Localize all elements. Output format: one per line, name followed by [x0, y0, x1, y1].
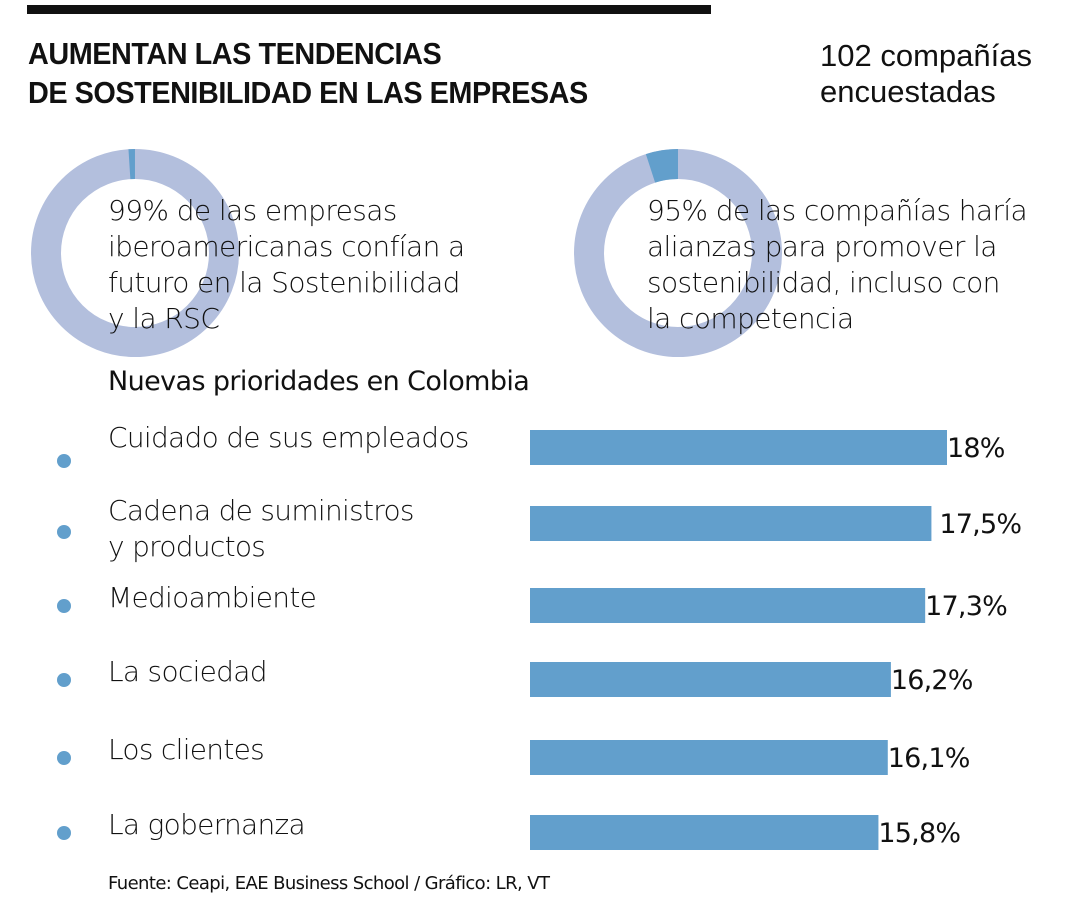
donut-track: [31, 149, 239, 357]
bullet-icon: [57, 525, 71, 539]
bar: [530, 815, 879, 850]
category-label-line: y productos: [108, 530, 266, 563]
bar: [530, 506, 932, 541]
donut-chart-alliances: [574, 149, 782, 357]
bar-value-label: 17,5%: [939, 509, 1022, 540]
caption-line: la competencia: [647, 302, 854, 335]
category-label-line: Los clientes: [108, 733, 265, 766]
category-label: Cadena de suministros y productos: [108, 493, 415, 565]
bullet-icon: [57, 826, 71, 840]
category-label: La gobernanza: [108, 807, 306, 843]
bullet-icon: [57, 454, 71, 468]
category-label-line: Cuidado de sus empleados: [108, 421, 469, 454]
source-note: Fuente: Ceapi, EAE Business School / Grá…: [108, 873, 550, 894]
donut-caption-trust: 99% de las empresas iberoamericanas conf…: [108, 193, 465, 337]
category-label-line: La gobernanza: [108, 808, 306, 841]
bar-value-label: 18%: [947, 433, 1005, 464]
top-rule: [27, 5, 711, 14]
category-label: Medioambiente: [108, 580, 317, 616]
bullet-icon: [57, 599, 71, 613]
title-line-2: DE SOSTENIBILIDAD EN LAS EMPRESAS: [28, 75, 588, 110]
donut-chart-trust: [31, 149, 239, 357]
donut-slice-remainder: [31, 149, 239, 357]
caption-line: futuro en la Sostenibilidad: [108, 266, 460, 299]
category-label-line: Cadena de suministros: [108, 494, 415, 527]
category-label: Cuidado de sus empleados: [108, 420, 469, 456]
caption-line: sostenibilidad, incluso con: [647, 266, 1000, 299]
title-line-1: AUMENTAN LAS TENDENCIAS: [28, 36, 442, 71]
category-label-line: Medioambiente: [108, 581, 317, 614]
bar: [530, 662, 891, 697]
bar-chart-title: Nuevas prioridades en Colombia: [108, 366, 530, 397]
donut-caption-alliances: 95% de las compañías haría alianzas para…: [647, 193, 1028, 337]
category-label: Los clientes: [108, 732, 265, 768]
caption-line: 95% de las compañías haría: [647, 194, 1028, 227]
surveyed-line-2: encuestadas: [820, 74, 996, 109]
caption-line: alianzas para promover la: [647, 230, 997, 263]
page-title: AUMENTAN LAS TENDENCIAS DE SOSTENIBILIDA…: [28, 34, 588, 112]
bullet-icon: [57, 673, 71, 687]
category-label-line: La sociedad: [108, 655, 267, 688]
category-label: La sociedad: [108, 654, 267, 690]
bar-value-label: 17,3%: [925, 591, 1008, 622]
surveyed-line-1: 102 compañías: [820, 38, 1032, 73]
bar: [530, 588, 926, 623]
surveyed-count: 102 compañías encuestadas: [820, 38, 1032, 110]
caption-line: 99% de las empresas: [108, 194, 397, 227]
caption-line: iberoamericanas confían a: [108, 230, 465, 263]
bar: [530, 430, 947, 465]
caption-line: y la RSC: [108, 302, 220, 335]
bar-value-label: 15,8%: [878, 818, 961, 849]
bullet-icon: [57, 751, 71, 765]
bar: [530, 740, 888, 775]
donut-slice-remainder: [574, 149, 782, 357]
bar-value-label: 16,2%: [890, 665, 974, 696]
bar-value-label: 16,1%: [887, 743, 971, 774]
donut-track: [574, 149, 782, 357]
